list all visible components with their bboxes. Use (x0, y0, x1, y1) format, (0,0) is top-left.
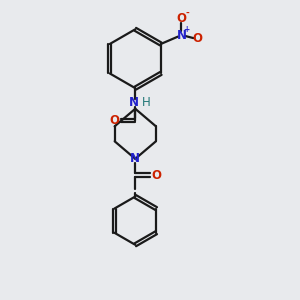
Text: O: O (176, 13, 186, 26)
Text: N: N (129, 96, 139, 110)
Text: O: O (193, 32, 202, 45)
Text: H: H (142, 96, 151, 110)
Text: -: - (186, 9, 190, 18)
Text: N: N (130, 152, 140, 165)
Text: +: + (184, 25, 190, 34)
Text: N: N (176, 29, 186, 42)
Text: O: O (151, 169, 161, 182)
Text: O: O (110, 114, 120, 127)
